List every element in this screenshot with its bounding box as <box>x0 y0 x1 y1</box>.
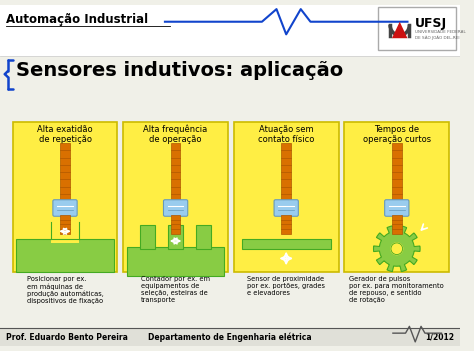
Bar <box>392 215 401 234</box>
Text: Sensores indutivos: aplicação: Sensores indutivos: aplicação <box>17 60 344 80</box>
Bar <box>171 215 181 234</box>
Text: Departamento de Engenharia elétrica: Departamento de Engenharia elétrica <box>148 332 312 342</box>
Bar <box>345 122 449 272</box>
Text: Posicionar por ex.
em máquinas de
produção automáticas,
dispositivos de fixação: Posicionar por ex. em máquinas de produç… <box>27 276 103 304</box>
Bar <box>127 247 224 276</box>
FancyBboxPatch shape <box>385 200 409 216</box>
Circle shape <box>391 243 402 254</box>
Bar <box>60 143 70 201</box>
Text: Sensor de proximidade
por ex. portões, grades
e elevadores: Sensor de proximidade por ex. portões, g… <box>247 276 325 296</box>
FancyBboxPatch shape <box>274 200 298 216</box>
FancyBboxPatch shape <box>164 200 188 216</box>
Text: Contador por ex. em
equipamentos de
seleção, esteiras de
transporte: Contador por ex. em equipamentos de sele… <box>141 276 210 303</box>
Bar <box>196 225 211 249</box>
Text: UFSJ: UFSJ <box>415 17 447 30</box>
FancyBboxPatch shape <box>53 200 77 216</box>
Bar <box>282 143 291 201</box>
Text: Gerador de pulsos
por ex. para monitoramento
de repouso, e sentido
de rotação: Gerador de pulsos por ex. para monitoram… <box>349 276 444 303</box>
Bar <box>234 122 338 272</box>
Text: Atuação sem
contato físico: Atuação sem contato físico <box>258 125 314 144</box>
Bar <box>51 221 79 243</box>
Bar <box>17 239 113 272</box>
Bar <box>0 328 460 346</box>
Bar <box>0 5 460 56</box>
Text: 1/2012: 1/2012 <box>425 332 454 342</box>
Bar <box>123 122 228 272</box>
Text: Alta frequência
de operação: Alta frequência de operação <box>144 125 208 145</box>
Bar <box>13 122 118 272</box>
Text: Tempos de
operação curtos: Tempos de operação curtos <box>363 125 431 144</box>
Bar <box>140 225 155 249</box>
Bar <box>242 239 331 249</box>
Polygon shape <box>392 22 408 38</box>
Bar <box>282 215 291 234</box>
Bar <box>168 225 183 249</box>
Text: UNIVERSIDADE FEDERAL
DE SÃO JOÃO DEL-REI: UNIVERSIDADE FEDERAL DE SÃO JOÃO DEL-REI <box>415 31 466 40</box>
Polygon shape <box>374 226 420 272</box>
Bar <box>60 215 70 234</box>
Bar <box>392 143 401 201</box>
Bar <box>171 143 181 201</box>
Text: Alta exatidão
de repetição: Alta exatidão de repetição <box>37 125 93 144</box>
FancyBboxPatch shape <box>378 7 456 50</box>
Text: Prof. Eduardo Bento Pereira: Prof. Eduardo Bento Pereira <box>6 332 128 342</box>
Text: Automação Industrial: Automação Industrial <box>6 13 148 26</box>
